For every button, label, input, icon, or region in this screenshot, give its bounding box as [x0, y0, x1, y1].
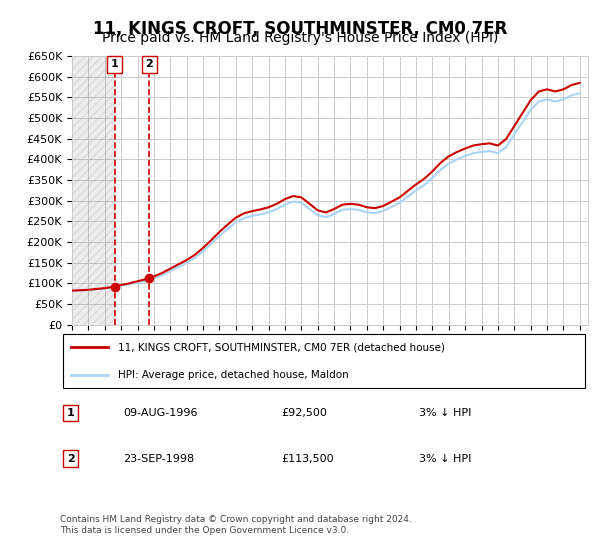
- Text: 09-AUG-1996: 09-AUG-1996: [124, 408, 198, 418]
- Text: 1: 1: [67, 408, 74, 418]
- Text: 23-SEP-1998: 23-SEP-1998: [124, 454, 194, 464]
- Text: HPI: Average price, detached house, Maldon: HPI: Average price, detached house, Mald…: [118, 370, 349, 380]
- Bar: [72, 56, 115, 325]
- Text: 11, KINGS CROFT, SOUTHMINSTER, CM0 7ER (detached house): 11, KINGS CROFT, SOUTHMINSTER, CM0 7ER (…: [118, 342, 445, 352]
- Text: 3% ↓ HPI: 3% ↓ HPI: [419, 408, 472, 418]
- Text: £92,500: £92,500: [282, 408, 328, 418]
- FancyBboxPatch shape: [62, 334, 586, 388]
- Text: 2: 2: [145, 59, 153, 69]
- Text: Price paid vs. HM Land Registry's House Price Index (HPI): Price paid vs. HM Land Registry's House …: [102, 31, 498, 45]
- Text: 1: 1: [111, 59, 118, 69]
- Text: 2: 2: [67, 454, 74, 464]
- Text: 11, KINGS CROFT, SOUTHMINSTER, CM0 7ER: 11, KINGS CROFT, SOUTHMINSTER, CM0 7ER: [93, 20, 507, 38]
- Text: £113,500: £113,500: [282, 454, 334, 464]
- Text: 3% ↓ HPI: 3% ↓ HPI: [419, 454, 472, 464]
- Text: Contains HM Land Registry data © Crown copyright and database right 2024.
This d: Contains HM Land Registry data © Crown c…: [60, 515, 412, 535]
